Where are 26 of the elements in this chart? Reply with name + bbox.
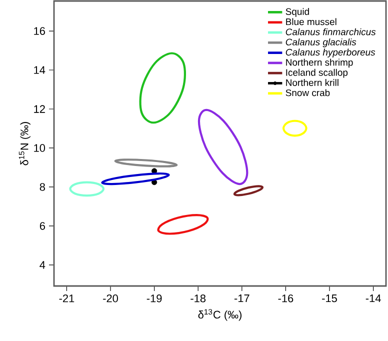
y-tick-label: 12 bbox=[34, 105, 45, 113]
y-tick-label: 16 bbox=[34, 27, 45, 35]
y-tick-label: 8 bbox=[40, 183, 45, 191]
y-axis-title: δ$^{15}$N (‰) bbox=[18, 122, 30, 166]
legend-label: Blue mussel bbox=[286, 18, 336, 26]
y-tick-label: 10 bbox=[34, 144, 46, 152]
legend-label: Calanus glacialis bbox=[286, 38, 356, 48]
x-tick-label: -17 bbox=[234, 294, 250, 302]
x-tick-label: -19 bbox=[146, 294, 162, 302]
x-tick-label: -16 bbox=[278, 294, 294, 302]
x-tick-label: -20 bbox=[103, 294, 118, 302]
x-tick-label: -21 bbox=[59, 294, 74, 302]
legend-label: Calanus finmarchicus bbox=[286, 28, 376, 36]
legend-label: Squid bbox=[286, 8, 309, 17]
x-axis-title: δ$^{13}$C (‰) bbox=[198, 309, 242, 321]
y-tick-label: 6 bbox=[40, 222, 45, 230]
legend-label: Northern shrimp bbox=[286, 58, 353, 68]
x-tick-label: -14 bbox=[366, 294, 381, 302]
y-tick-label: 4 bbox=[40, 261, 46, 269]
legend-label: Snow crab bbox=[286, 89, 330, 96]
y-tick-label: 14 bbox=[34, 66, 46, 74]
x-tick-label: -15 bbox=[322, 294, 337, 302]
legend-label: Calanus hyperboreus bbox=[286, 48, 376, 58]
legend-label: Northern krill bbox=[286, 79, 338, 86]
x-tick-label: -18 bbox=[190, 294, 206, 302]
legend-label: Iceland scallop bbox=[286, 68, 348, 78]
